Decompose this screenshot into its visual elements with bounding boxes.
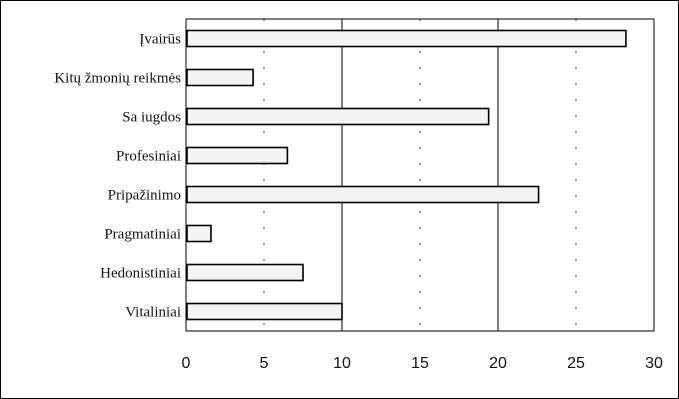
bar-1	[186, 68, 254, 87]
bar-7	[186, 302, 343, 321]
x-tick-label-25: 25	[567, 355, 585, 372]
category-label-7: Vitaliniai	[125, 305, 181, 321]
category-labels: Įvairūs Kitų žmonių reikmės Sa iugdos Profe…	[54, 32, 181, 321]
bar-4	[186, 185, 540, 204]
x-tick-label-5: 5	[260, 355, 269, 372]
bars	[186, 29, 627, 321]
grid-lines	[263, 19, 577, 331]
category-label-5: Pragmatiniai	[104, 227, 181, 243]
x-tick-label-15: 15	[411, 355, 429, 372]
category-label-3: Profesiniai	[116, 149, 181, 165]
plot-area	[185, 18, 655, 332]
category-label-6: Hedonistiniai	[100, 266, 181, 282]
x-tick-label-20: 20	[489, 355, 507, 372]
x-tick-label-30: 30	[645, 355, 663, 372]
category-label-4: Pripažinimo	[108, 188, 181, 204]
category-label-0: Įvairūs	[139, 32, 181, 48]
bar-5	[186, 224, 212, 243]
bar-3	[186, 146, 289, 165]
x-tick-label-10: 10	[333, 355, 351, 372]
bar-6	[186, 263, 304, 282]
x-tick-label-0: 0	[182, 355, 191, 372]
category-label-2: Sa iugdos	[122, 110, 181, 126]
bar-2	[186, 107, 490, 126]
x-tick-labels: 0 5 10 15 20 25 30	[182, 355, 663, 372]
category-label-1: Kitų žmonių reikmės	[54, 71, 181, 87]
bar-0	[186, 29, 627, 48]
